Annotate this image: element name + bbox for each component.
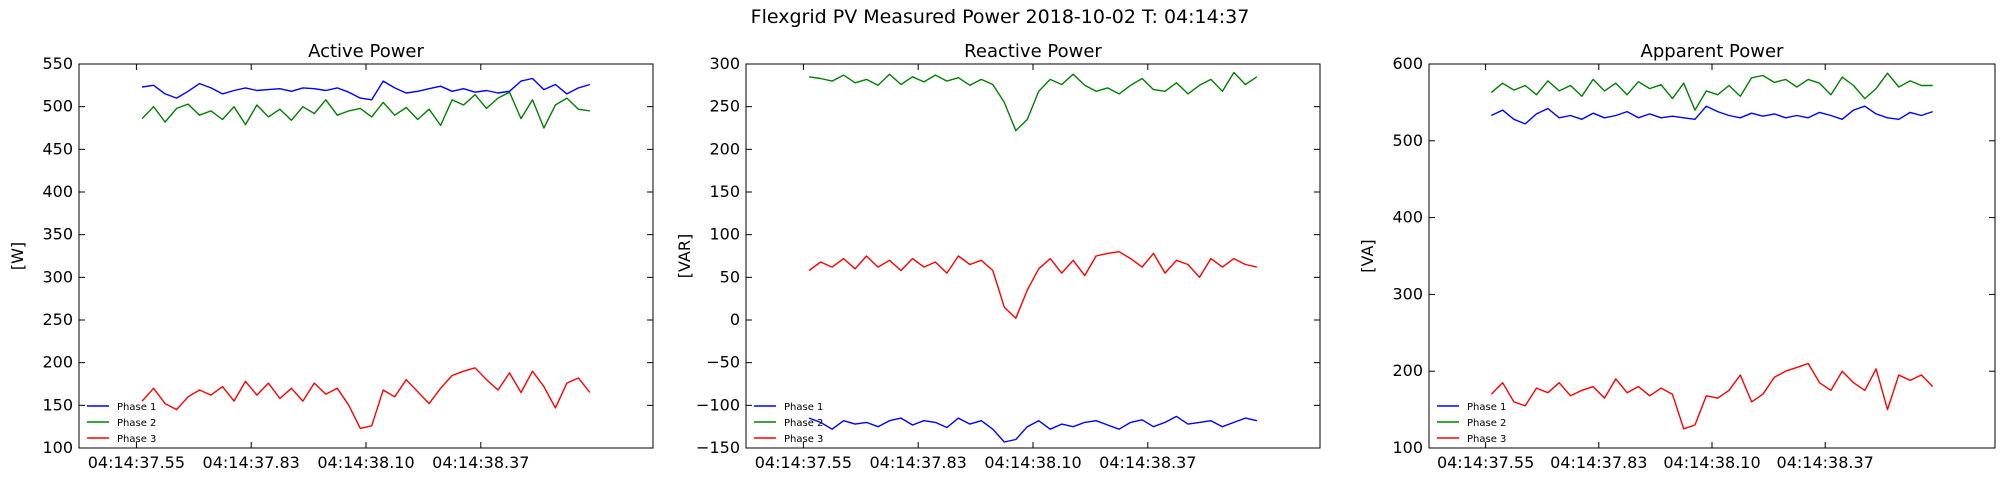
y-tick-label: 150 [709, 182, 740, 201]
series-line-phase-3 [1490, 362, 1934, 430]
series-line-phase-2 [1490, 72, 1933, 111]
legend-label: Phase 2 [1467, 418, 1506, 429]
y-tick-label: 500 [1392, 131, 1423, 150]
y-tick-label: 150 [42, 395, 73, 414]
y-tick-label: 350 [42, 225, 73, 244]
x-tick-label: 04:14:38.37 [1099, 453, 1196, 472]
y-axis-label: [VA] [1358, 239, 1377, 272]
x-tick-label: 04:14:38.10 [984, 453, 1081, 472]
series-line-phase-3 [808, 250, 1258, 319]
y-tick-label: 100 [1392, 438, 1423, 457]
plot-frame [745, 63, 1321, 449]
legend-label: Phase 1 [784, 402, 823, 413]
legend-label: Phase 3 [1467, 434, 1506, 445]
y-tick-label: 200 [709, 139, 740, 158]
legend-label: Phase 2 [784, 418, 823, 429]
y-tick-label: 550 [42, 54, 73, 73]
x-tick-label: 04:14:37.55 [1437, 453, 1534, 472]
y-tick-label: 0 [730, 310, 740, 329]
x-tick-label: 04:14:37.83 [870, 453, 967, 472]
y-tick-label: 300 [709, 54, 740, 73]
legend-label: Phase 1 [1467, 402, 1506, 413]
series-line-phase-2 [141, 91, 591, 129]
y-axis-label: [VAR] [675, 234, 694, 278]
legend-label: Phase 2 [117, 418, 156, 429]
y-tick-label: 400 [1392, 208, 1423, 227]
x-tick-label: 04:14:37.55 [755, 453, 852, 472]
chart-apparent-power: Apparent Power [VA] 100 200 300 400 500 600 04… [1358, 41, 1996, 472]
plot-frame [1428, 63, 1996, 449]
figure-title: Flexgrid PV Measured Power 2018-10-02 T:… [750, 6, 1250, 28]
y-tick-label: 200 [42, 353, 73, 372]
legend-label: Phase 3 [784, 434, 823, 445]
series-line-phase-1 [141, 77, 591, 101]
x-tick-label: 04:14:38.37 [432, 453, 529, 472]
x-tick-label: 04:14:38.10 [1663, 453, 1760, 472]
x-tick-label: 04:14:38.37 [1777, 453, 1874, 472]
x-tick-label: 04:14:38.10 [317, 453, 414, 472]
y-tick-label: 400 [42, 182, 73, 201]
y-tick-label: 300 [42, 267, 73, 286]
chart-active-power: Active Power [W] 100 150 200 250 300 350 400 45… [8, 41, 654, 472]
series-line-phase-1 [808, 415, 1258, 443]
y-tick-label: 100 [709, 225, 740, 244]
y-axis-label: [W] [8, 242, 27, 270]
chart-reactive-power: Reactive Power [VAR] −150 −100 −50 0 50 100 15… [675, 41, 1321, 472]
y-tick-label: 600 [1392, 54, 1423, 73]
y-tick-label: −150 [696, 438, 740, 457]
series-line-phase-2 [808, 71, 1258, 132]
axis-title: Active Power [308, 41, 424, 62]
y-tick-label: 100 [42, 438, 73, 457]
axis-title: Apparent Power [1641, 41, 1784, 62]
y-tick-label: 50 [720, 267, 740, 286]
y-tick-label: 450 [42, 139, 73, 158]
y-tick-label: 250 [42, 310, 73, 329]
series-line-phase-1 [1490, 105, 1933, 125]
y-tick-label: 500 [42, 97, 73, 116]
y-tick-label: 250 [709, 97, 740, 116]
x-tick-label: 04:14:37.55 [88, 453, 185, 472]
x-tick-label: 04:14:37.83 [1550, 453, 1647, 472]
legend-label: Phase 3 [117, 434, 156, 445]
axis-title: Reactive Power [964, 41, 1102, 62]
y-tick-label: 200 [1392, 361, 1423, 380]
y-tick-label: −50 [706, 353, 740, 372]
legend-label: Phase 1 [117, 402, 156, 413]
y-tick-label: 300 [1392, 284, 1423, 303]
series-line-phase-3 [141, 367, 591, 430]
y-tick-label: −100 [696, 395, 740, 414]
x-tick-label: 04:14:37.83 [203, 453, 300, 472]
